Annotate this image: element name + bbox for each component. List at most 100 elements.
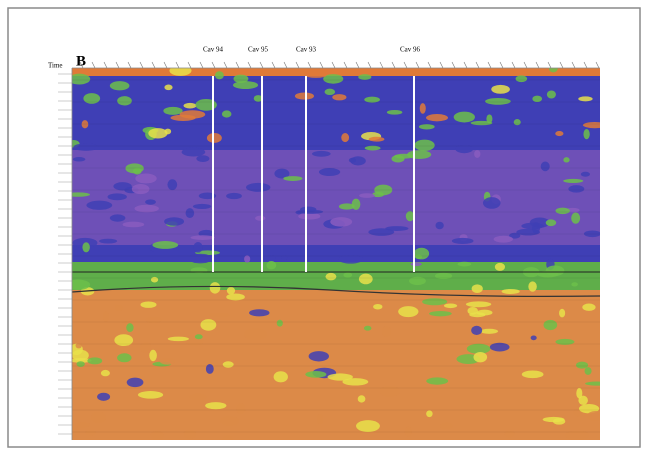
texture-blob: [359, 193, 375, 198]
texture-blob: [426, 377, 448, 384]
texture-blob: [295, 93, 314, 100]
texture-blob: [305, 371, 326, 378]
texture-blob: [167, 179, 177, 190]
texture-blob: [514, 119, 521, 125]
texture-blob: [571, 282, 578, 286]
texture-blob: [532, 96, 542, 102]
texture-blob: [305, 73, 326, 78]
texture-blob: [516, 75, 528, 82]
texture-blob: [568, 185, 584, 193]
texture-blob: [410, 262, 421, 266]
texture-blob: [110, 214, 126, 221]
texture-blob: [420, 103, 426, 114]
texture-blob: [226, 193, 242, 199]
texture-blob: [350, 156, 366, 165]
texture-blob: [189, 393, 207, 400]
figure: B Time Cav 94 Cav 95 Cav 93 Cav 96: [0, 0, 648, 455]
texture-blob: [415, 255, 422, 259]
texture-blob: [422, 298, 447, 305]
texture-blob: [160, 358, 176, 365]
texture-blob: [583, 129, 589, 139]
texture-blob: [528, 281, 537, 291]
texture-blob: [385, 226, 408, 231]
texture-blob: [132, 184, 150, 194]
texture-blob: [97, 393, 110, 401]
texture-blob: [135, 174, 156, 184]
texture-blob: [226, 293, 245, 300]
texture-blob: [309, 351, 329, 361]
texture-blob: [454, 112, 475, 123]
marker-label: Cav 95: [248, 46, 269, 54]
texture-blob: [547, 90, 556, 98]
texture-blob: [578, 96, 592, 101]
texture-blob: [358, 395, 366, 402]
texture-blob: [319, 168, 340, 176]
texture-blob: [184, 103, 197, 109]
texture-blob: [480, 329, 498, 334]
texture-blob: [126, 323, 133, 332]
texture-blob: [343, 272, 352, 277]
texture-blob: [101, 370, 110, 376]
texture-blob: [541, 162, 550, 172]
texture-blob: [82, 242, 89, 252]
texture-blob: [387, 110, 402, 115]
marker-label: Cav 96: [400, 46, 421, 54]
texture-blob: [233, 81, 258, 89]
texture-blob: [195, 334, 203, 339]
texture-blob: [436, 222, 444, 230]
texture-blob: [91, 412, 106, 424]
texture-blob: [339, 203, 355, 209]
texture-blob: [189, 254, 213, 264]
texture-blob: [110, 81, 130, 90]
texture-blob: [184, 430, 197, 440]
texture-blob: [522, 370, 544, 378]
texture-blob: [382, 326, 392, 337]
texture-blob: [227, 287, 235, 295]
texture-blob: [87, 357, 102, 364]
axis-label: Time: [48, 62, 63, 70]
texture-blob: [414, 140, 434, 151]
texture-blob: [546, 219, 557, 226]
texture-blob: [164, 85, 172, 91]
texture-blob: [531, 335, 537, 340]
texture-blob: [249, 309, 269, 316]
texture-blob: [365, 146, 381, 151]
texture-blob: [72, 350, 89, 361]
texture-blob: [405, 426, 412, 436]
texture-blob: [277, 320, 283, 327]
texture-blob: [164, 217, 184, 226]
texture-blob: [193, 242, 202, 253]
texture-blob: [406, 211, 414, 221]
texture-blob: [145, 199, 156, 204]
texture-blob: [244, 328, 268, 340]
texture-blob: [223, 361, 234, 367]
texture-blob: [471, 121, 493, 125]
texture-blob: [86, 430, 96, 436]
lower-zone: [72, 290, 600, 440]
texture-blob: [364, 326, 372, 331]
texture-blob: [77, 422, 91, 427]
texture-blob: [205, 402, 226, 409]
texture-blob: [193, 204, 211, 209]
texture-blob: [466, 301, 491, 307]
texture-blob: [555, 131, 563, 136]
texture-blob: [150, 431, 163, 440]
texture-blob: [113, 182, 131, 190]
texture-blob: [471, 326, 482, 335]
texture-blob: [392, 155, 405, 163]
texture-blob: [491, 85, 510, 94]
texture-blob: [246, 183, 270, 192]
texture-blob: [215, 71, 224, 79]
texture-blob: [582, 304, 595, 311]
texture-blob: [502, 289, 520, 294]
texture-blob: [255, 216, 265, 221]
texture-blob: [186, 208, 195, 218]
texture-blob: [543, 417, 565, 422]
texture-blob: [330, 217, 352, 227]
texture-blob: [123, 222, 145, 228]
texture-blob: [380, 386, 401, 397]
texture-blob: [207, 133, 222, 143]
texture-blob: [152, 241, 178, 249]
texture-blob: [312, 151, 331, 157]
texture-blob: [485, 98, 511, 105]
